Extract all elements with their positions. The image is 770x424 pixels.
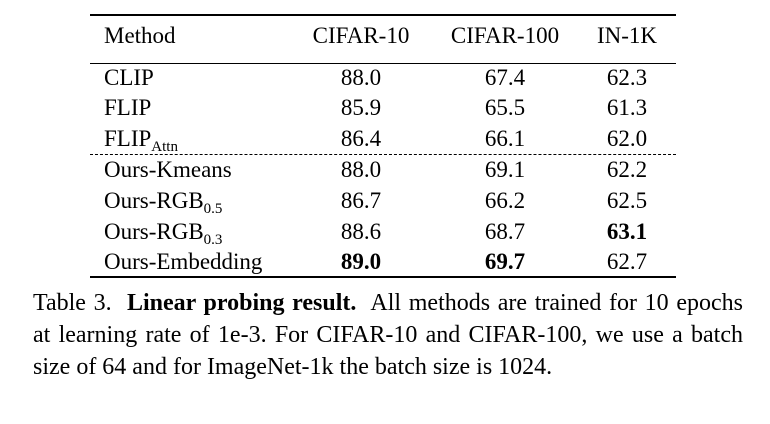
- method-cell: FLIPAttn: [104, 124, 178, 155]
- method-name: Ours-Embedding: [104, 249, 263, 274]
- value-cell: 62.5: [606, 188, 648, 213]
- table-row: FLIP 85.9 65.5 61.3: [90, 93, 676, 123]
- table-row: Ours-RGB0.3 88.6 68.7 63.1: [90, 217, 676, 248]
- table-dashed-separator: [90, 154, 676, 155]
- method-cell: Ours-Kmeans: [104, 155, 232, 185]
- caption-text: Table 3. Linear probing result. All meth…: [33, 290, 743, 380]
- value-cell: 65.5: [484, 95, 526, 120]
- value-cell: 66.2: [484, 188, 526, 213]
- value-cell: 88.0: [340, 65, 382, 90]
- header-cifar10: CIFAR-10: [312, 23, 410, 48]
- table-row: Ours-Kmeans 88.0 69.1 62.2: [90, 155, 676, 185]
- table-row: Ours-Embedding 89.0 69.7 62.7: [90, 247, 676, 277]
- value-cell: 63.1: [606, 219, 648, 244]
- method-name: FLIP: [104, 95, 152, 120]
- value-cell: 68.7: [484, 219, 526, 244]
- value-cell: 67.4: [484, 65, 526, 90]
- table-row: CLIP 88.0 67.4 62.3: [90, 63, 676, 93]
- method-name: Ours-RGB: [104, 188, 204, 213]
- method-name: FLIP: [104, 126, 152, 151]
- table-bottom-rule: [90, 276, 676, 278]
- header-in1k: IN-1K: [596, 23, 658, 48]
- method-name: Ours-Kmeans: [104, 157, 232, 182]
- method-cell: FLIP: [104, 93, 151, 123]
- table-top-rule: [90, 14, 676, 16]
- method-name: CLIP: [104, 65, 154, 90]
- value-cell: 62.0: [606, 126, 648, 151]
- value-cell: 85.9: [340, 95, 382, 120]
- header-method: Method: [104, 23, 176, 48]
- method-subscript: Attn: [151, 139, 178, 155]
- method-cell: CLIP: [104, 63, 154, 93]
- value-cell: 66.1: [484, 126, 526, 151]
- table-row: Ours-RGB0.5 86.7 66.2 62.5: [90, 186, 676, 217]
- value-cell: 69.1: [484, 157, 526, 182]
- value-cell: 62.3: [606, 65, 648, 90]
- value-cell: 86.7: [340, 188, 382, 213]
- value-cell: 61.3: [606, 95, 648, 120]
- caption-body: All methods are trained for 10 epochs at…: [33, 290, 743, 380]
- method-subscript: 0.3: [203, 232, 223, 248]
- table-caption: Table 3. Linear probing result. All meth…: [33, 287, 743, 383]
- value-cell: 88.0: [340, 157, 382, 182]
- method-cell: Ours-RGB0.5: [104, 186, 223, 217]
- value-cell: 88.6: [340, 219, 382, 244]
- table-header-row: Method CIFAR-10 CIFAR-100 IN-1K: [90, 21, 676, 51]
- method-subscript: 0.5: [203, 201, 223, 217]
- table-row: FLIPAttn 86.4 66.1 62.0: [90, 124, 676, 155]
- value-cell: 62.2: [606, 157, 648, 182]
- method-cell: Ours-Embedding: [104, 247, 262, 277]
- table-header-rule: [90, 63, 676, 64]
- value-cell: 89.0: [340, 249, 382, 274]
- value-cell: 62.7: [606, 249, 648, 274]
- method-name: Ours-RGB: [104, 219, 204, 244]
- caption-label: Table 3.: [33, 290, 112, 316]
- caption-title: Linear probing result.: [126, 290, 357, 316]
- header-cifar100: CIFAR-100: [450, 23, 560, 48]
- value-cell: 86.4: [340, 126, 382, 151]
- method-cell: Ours-RGB0.3: [104, 217, 223, 248]
- value-cell: 69.7: [484, 249, 526, 274]
